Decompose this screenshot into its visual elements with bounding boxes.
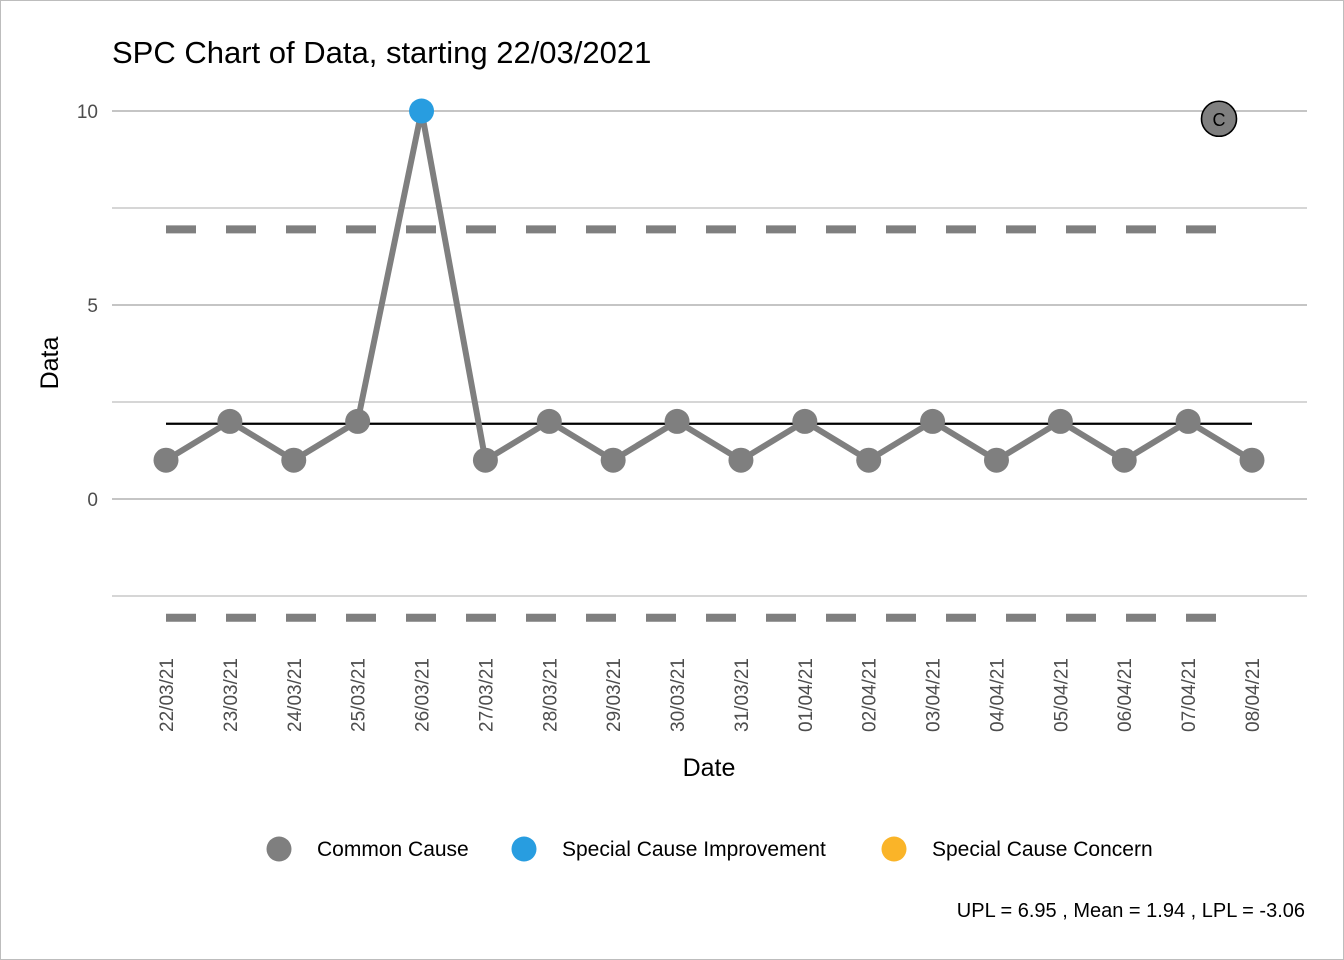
data-point [1111, 447, 1137, 473]
chart-title: SPC Chart of Data, starting 22/03/2021 [112, 35, 651, 70]
assurance-icon: C [1200, 100, 1238, 138]
y-tick-label: 10 [77, 102, 98, 123]
x-tick-label: 05/04/21 [1051, 658, 1072, 732]
data-point [281, 447, 307, 473]
x-tick-label: 07/04/21 [1179, 658, 1200, 732]
x-axis-label: Date [683, 754, 736, 782]
control-limits [166, 225, 1252, 622]
x-tick-labels: 22/03/21 23/03/21 24/03/21 25/03/21 26/03/21… [157, 658, 1264, 732]
legend-swatch-improvement [511, 836, 537, 862]
data-point [536, 408, 562, 434]
y-tick-label: 5 [87, 296, 98, 317]
legend-swatch-concern [881, 836, 907, 862]
data-series [163, 108, 1255, 464]
legend-label-improvement: Special Cause Improvement [562, 838, 826, 861]
data-point [153, 447, 179, 473]
x-tick-label: 28/03/21 [540, 658, 561, 732]
x-tick-label: 03/04/21 [924, 658, 945, 732]
data-point [1047, 408, 1073, 434]
x-tick-label: 27/03/21 [476, 658, 497, 732]
x-tick-label: 01/04/21 [796, 658, 817, 732]
data-point [664, 408, 690, 434]
y-tick-labels: 0 5 10 [77, 102, 98, 511]
x-tick-label: 26/03/21 [413, 658, 434, 732]
series-line [163, 108, 1255, 464]
data-points [153, 98, 1265, 473]
chart-caption: UPL = 6.95 , Mean = 1.94 , LPL = -3.06 [957, 900, 1305, 922]
data-point [856, 447, 882, 473]
data-point [1175, 408, 1201, 434]
x-tick-label: 29/03/21 [604, 658, 625, 732]
data-point [983, 447, 1009, 473]
data-point [728, 447, 754, 473]
data-point [472, 447, 498, 473]
legend: Common Cause Special Cause Improvement Spe… [266, 836, 1153, 862]
grid-lines [112, 110, 1307, 597]
data-point [345, 408, 371, 434]
x-tick-label: 24/03/21 [285, 658, 306, 732]
legend-swatch-common [266, 836, 292, 862]
data-point [409, 98, 435, 124]
data-point [1239, 447, 1265, 473]
legend-label-concern: Special Cause Concern [932, 838, 1153, 861]
y-tick-label: 0 [87, 490, 98, 511]
x-tick-label: 02/04/21 [860, 658, 881, 732]
x-tick-label: 08/04/21 [1243, 658, 1264, 732]
x-tick-label: 31/03/21 [732, 658, 753, 732]
y-axis-label: Data [36, 337, 64, 390]
data-point [217, 408, 243, 434]
data-point [600, 447, 626, 473]
x-tick-label: 25/03/21 [349, 658, 370, 732]
x-tick-label: 22/03/21 [157, 658, 178, 732]
x-tick-label: 06/04/21 [1115, 658, 1136, 732]
x-tick-label: 04/04/21 [987, 658, 1008, 732]
assurance-icon-circle [1200, 100, 1238, 138]
assurance-icon-letter: C [1213, 110, 1226, 130]
x-tick-label: 30/03/21 [668, 658, 689, 732]
data-point [792, 408, 818, 434]
x-tick-label: 23/03/21 [221, 658, 242, 732]
legend-label-common: Common Cause [317, 838, 469, 861]
data-point [920, 408, 946, 434]
